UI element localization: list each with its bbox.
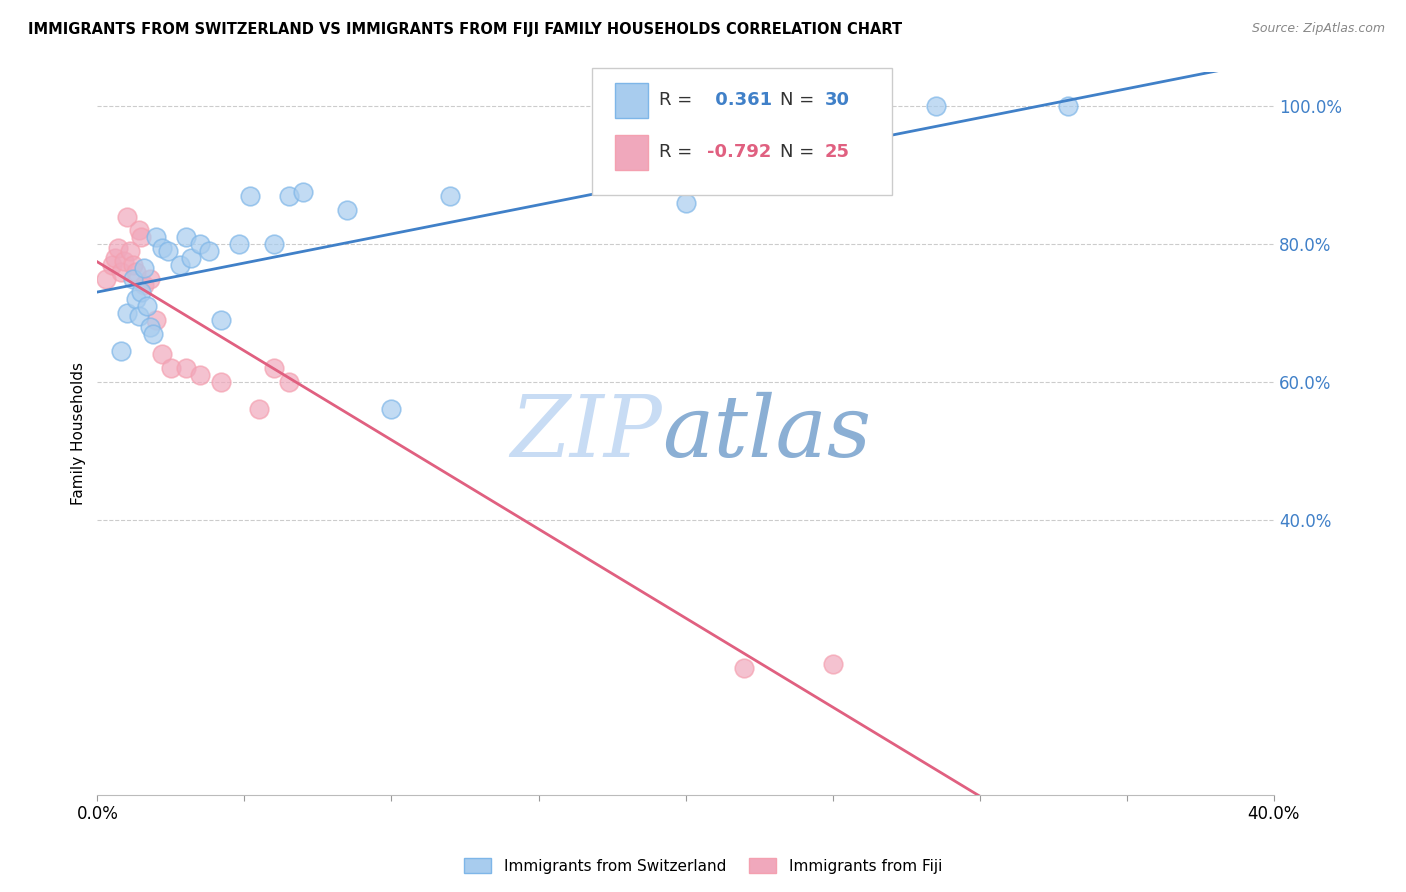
Point — [160, 361, 183, 376]
Point — [924, 99, 946, 113]
Point — [239, 189, 262, 203]
Point — [134, 261, 156, 276]
Text: N =: N = — [780, 144, 820, 161]
Text: R =: R = — [658, 144, 697, 161]
Legend: Immigrants from Switzerland, Immigrants from Fiji: Immigrants from Switzerland, Immigrants … — [458, 852, 948, 880]
Text: 30: 30 — [824, 91, 849, 109]
Point — [139, 319, 162, 334]
Point — [188, 237, 211, 252]
Point — [247, 402, 270, 417]
FancyBboxPatch shape — [592, 69, 891, 194]
Text: Source: ZipAtlas.com: Source: ZipAtlas.com — [1251, 22, 1385, 36]
Point — [134, 278, 156, 293]
Point — [228, 237, 250, 252]
Point — [96, 271, 118, 285]
Point — [209, 313, 232, 327]
Point — [110, 343, 132, 358]
Text: 0.361: 0.361 — [709, 91, 772, 109]
Text: -0.792: -0.792 — [707, 144, 772, 161]
Point — [104, 251, 127, 265]
Point — [136, 299, 159, 313]
Point — [150, 347, 173, 361]
Point — [110, 265, 132, 279]
Point — [124, 265, 146, 279]
Point — [439, 189, 461, 203]
Point — [292, 186, 315, 200]
Point — [145, 313, 167, 327]
FancyBboxPatch shape — [614, 135, 648, 169]
Text: R =: R = — [658, 91, 697, 109]
Text: ZIP: ZIP — [510, 392, 662, 475]
Point — [174, 361, 197, 376]
Point — [107, 241, 129, 255]
Point — [131, 285, 153, 300]
Point — [180, 251, 202, 265]
Point — [150, 241, 173, 255]
Point — [675, 195, 697, 210]
Point — [336, 202, 359, 217]
Text: IMMIGRANTS FROM SWITZERLAND VS IMMIGRANTS FROM FIJI FAMILY HOUSEHOLDS CORRELATIO: IMMIGRANTS FROM SWITZERLAND VS IMMIGRANT… — [28, 22, 903, 37]
Point — [174, 230, 197, 244]
Point — [263, 361, 285, 376]
Point — [128, 310, 150, 324]
Point — [124, 292, 146, 306]
Point — [1057, 99, 1080, 113]
Point — [101, 258, 124, 272]
Text: atlas: atlas — [662, 392, 872, 475]
Point — [121, 258, 143, 272]
Y-axis label: Family Households: Family Households — [72, 362, 86, 505]
Point — [121, 271, 143, 285]
Point — [139, 271, 162, 285]
Point — [188, 368, 211, 382]
Point — [733, 660, 755, 674]
Point — [821, 657, 844, 672]
Point — [142, 326, 165, 341]
Text: N =: N = — [780, 91, 820, 109]
Point — [115, 210, 138, 224]
FancyBboxPatch shape — [614, 83, 648, 118]
Point — [145, 230, 167, 244]
Point — [115, 306, 138, 320]
Point — [277, 189, 299, 203]
Point — [263, 237, 285, 252]
Point — [198, 244, 221, 258]
Point — [131, 230, 153, 244]
Point — [128, 223, 150, 237]
Point — [277, 375, 299, 389]
Point — [169, 258, 191, 272]
Point — [112, 254, 135, 268]
Point — [380, 402, 402, 417]
Point — [156, 244, 179, 258]
Point — [118, 244, 141, 258]
Point — [209, 375, 232, 389]
Text: 25: 25 — [824, 144, 849, 161]
